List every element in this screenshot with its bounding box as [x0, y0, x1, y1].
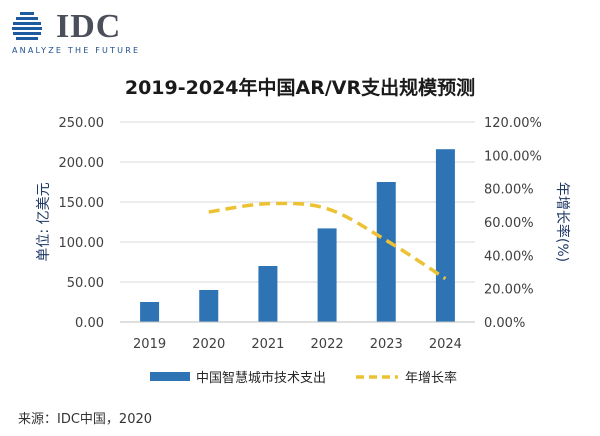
- y2-tick-label: 60.00%: [484, 216, 534, 231]
- y2-tick-label: 100.00%: [484, 149, 542, 164]
- y2-tick-label: 20.00%: [484, 283, 534, 298]
- idc-logo: IDC ANALYZE THE FUTURE: [6, 6, 156, 55]
- bar: [376, 182, 396, 322]
- bar: [199, 290, 219, 322]
- y-tick-label: 200.00: [59, 156, 105, 171]
- x-tick-label: 2019: [133, 337, 166, 352]
- y-tick-label: 100.00: [59, 236, 105, 251]
- brand-tagline: ANALYZE THE FUTURE: [12, 46, 141, 55]
- y-tick-label: 250.00: [59, 116, 105, 131]
- y-tick-label: 0.00: [75, 316, 104, 331]
- bar: [140, 302, 160, 322]
- x-tick-label: 2022: [311, 337, 344, 352]
- bar: [258, 266, 278, 322]
- y-tick-label: 150.00: [59, 196, 105, 211]
- y2-tick-label: 120.00%: [484, 116, 542, 131]
- brand-name: IDC: [56, 8, 122, 45]
- y2-tick-label: 0.00%: [484, 316, 525, 331]
- y-tick-label: 50.00: [67, 276, 104, 291]
- y2-tick-label: 80.00%: [484, 183, 534, 198]
- legend-line-label: 年增长率: [405, 370, 457, 386]
- bar: [317, 228, 337, 322]
- x-tick-label: 2021: [251, 337, 284, 352]
- source-note: 来源：IDC中国，2020: [18, 412, 153, 427]
- y2-tick-label: 40.00%: [484, 249, 534, 264]
- bar: [435, 149, 455, 322]
- y2-axis-title: 年增长率(%): [554, 182, 571, 262]
- chart-title: 2019-2024年中国AR/VR支出规模预测: [125, 76, 475, 99]
- x-tick-label: 2023: [370, 337, 403, 352]
- legend-bar-swatch: [150, 372, 190, 381]
- x-tick-label: 2024: [429, 337, 462, 352]
- x-tick-label: 2020: [192, 337, 225, 352]
- y-axis-title: 单位: 亿美元: [36, 182, 52, 261]
- growth-rate-line: [208, 201, 447, 281]
- legend-bar-label: 中国智慧城市技术支出: [196, 370, 326, 386]
- globe-icon: [12, 12, 42, 40]
